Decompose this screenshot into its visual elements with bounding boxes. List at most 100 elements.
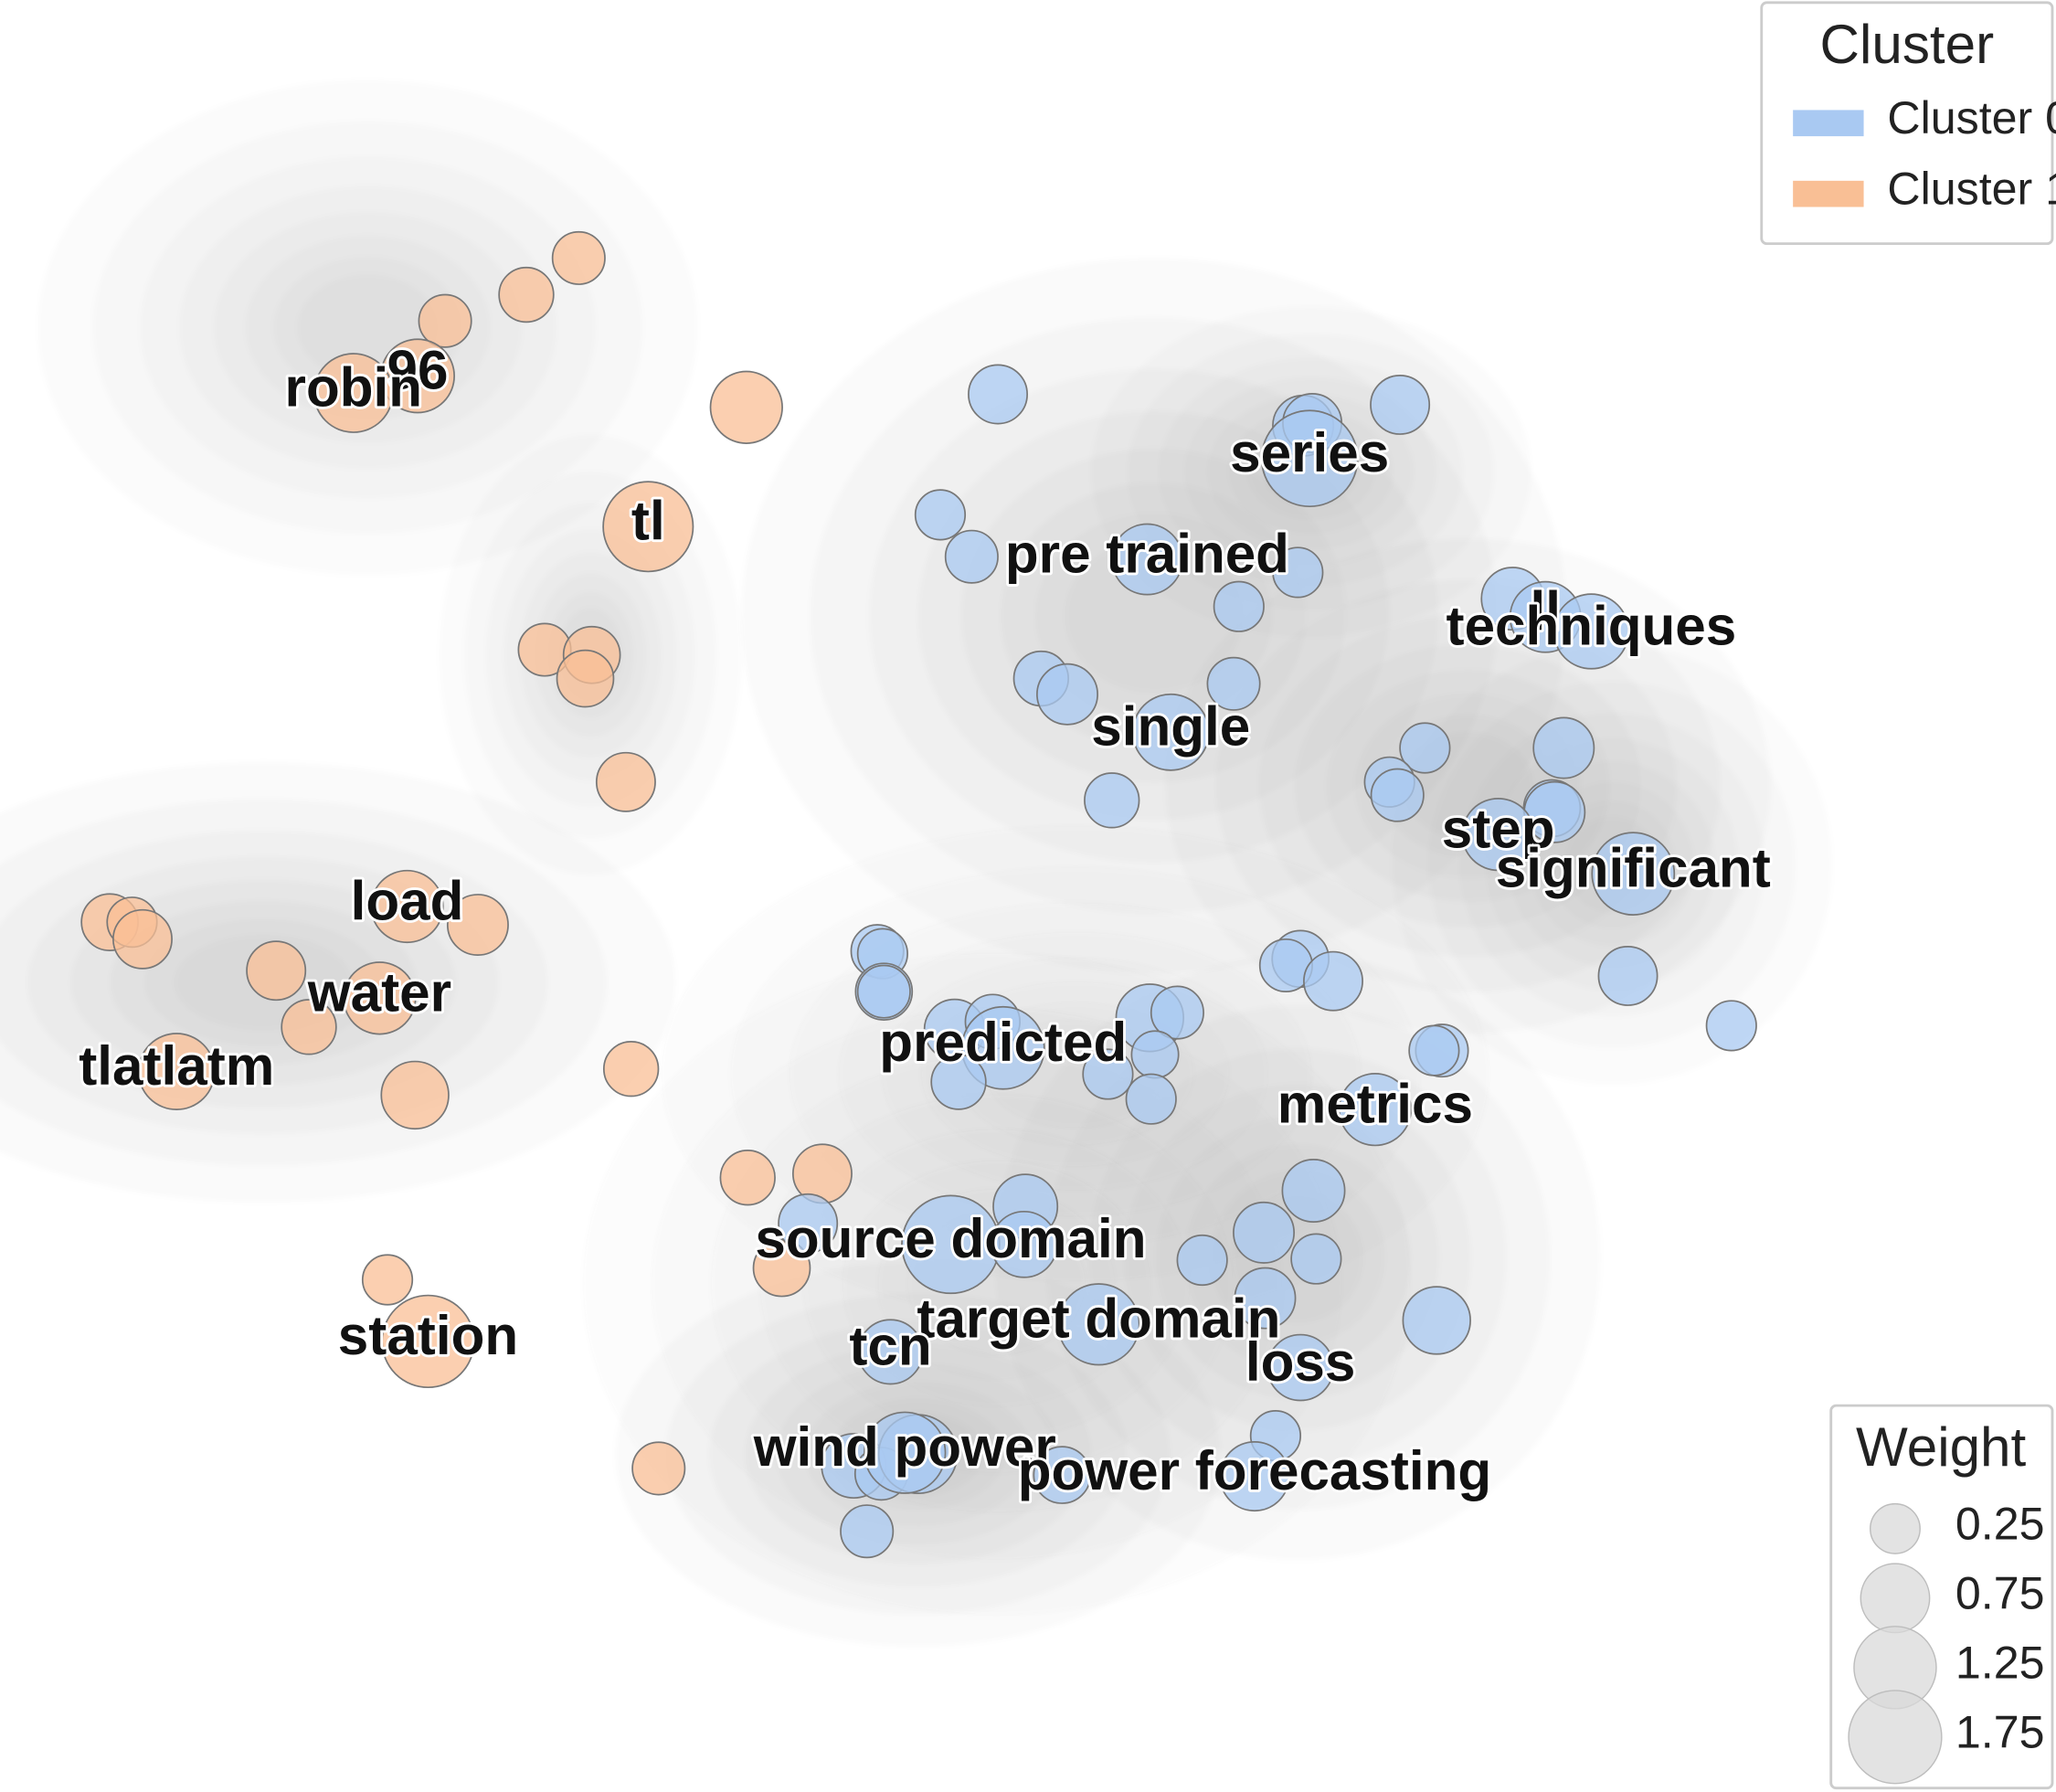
point-label: tcn — [849, 1316, 931, 1377]
point-cluster-1 — [343, 961, 417, 1035]
point-cluster-1 — [498, 266, 555, 323]
point-cluster-0 — [1705, 1000, 1757, 1052]
point-label: pre trained — [1005, 523, 1289, 584]
point-cluster-0 — [1399, 722, 1451, 774]
point-cluster-0 — [1303, 950, 1363, 1012]
point-cluster-1 — [551, 230, 606, 285]
point-cluster-0 — [1125, 1073, 1177, 1125]
cluster-0-label: Cluster 0 — [1887, 92, 2056, 143]
point-cluster-0 — [1234, 1267, 1297, 1330]
point-cluster-1 — [137, 1033, 216, 1111]
point-label: tl — [631, 491, 665, 552]
point-cluster-0 — [778, 1193, 839, 1254]
point-cluster-0 — [1260, 409, 1359, 508]
point-cluster-0 — [1036, 663, 1098, 726]
weight-legend: Weight 0.25 0.75 1.25 1.75 — [1829, 1404, 2054, 1790]
point-cluster-0 — [1272, 546, 1324, 599]
point-cluster-0 — [856, 964, 911, 1019]
point-cluster-0 — [1213, 580, 1265, 632]
point-cluster-0 — [1131, 693, 1210, 771]
point-cluster-1 — [380, 1060, 450, 1130]
point-label: series — [1230, 422, 1389, 483]
cluster-legend-title: Cluster — [1820, 14, 1995, 75]
point-label: water — [307, 962, 451, 1023]
point-cluster-1 — [595, 751, 656, 812]
weight-legend-circle — [1860, 1563, 1931, 1634]
cluster-0-swatch — [1793, 110, 1864, 137]
point-cluster-0 — [990, 1210, 1058, 1278]
point-cluster-0 — [1084, 772, 1140, 829]
point-label: single — [1091, 696, 1250, 758]
point-label: loss — [1245, 1331, 1355, 1393]
point-cluster-0 — [1461, 797, 1535, 872]
point-cluster-1 — [602, 1041, 660, 1097]
point-cluster-0 — [1233, 1201, 1295, 1264]
point-label: metrics — [1277, 1073, 1473, 1134]
weight-legend-label: 0.75 — [1955, 1567, 2045, 1618]
point-cluster-0 — [857, 1319, 924, 1385]
cluster-1-label: Cluster 1 — [1887, 164, 2056, 215]
point-cluster-0 — [1290, 1233, 1342, 1285]
point-label: ll — [1530, 581, 1560, 642]
point-label: power forecasting — [1018, 1440, 1491, 1501]
weight-legend-circle — [1870, 1502, 1921, 1554]
point-cluster-0 — [944, 529, 999, 584]
point-cluster-0 — [1057, 1283, 1140, 1366]
point-cluster-0 — [1370, 768, 1425, 822]
point-label: 96 — [387, 340, 449, 401]
point-cluster-0 — [864, 1411, 947, 1494]
point-cluster-0 — [1219, 1440, 1290, 1512]
point-cluster-0 — [1130, 1030, 1180, 1079]
cluster-legend: Cluster Cluster 0 Cluster 1 — [1760, 1, 2056, 246]
point-cluster-1 — [631, 1441, 686, 1496]
weight-legend-label: 1.75 — [1955, 1706, 2045, 1757]
point-cluster-0 — [840, 1504, 895, 1559]
point-cluster-1 — [709, 370, 783, 444]
point-cluster-1 — [111, 908, 173, 970]
point-cluster-0 — [968, 364, 1028, 425]
points-layer — [80, 230, 1757, 1559]
point-cluster-1 — [381, 1294, 475, 1389]
point-cluster-0 — [1338, 1073, 1413, 1147]
weight-legend-label: 1.25 — [1955, 1637, 2045, 1688]
point-label: techniques — [1447, 595, 1737, 656]
point-label: target domain — [917, 1288, 1280, 1350]
point-cluster-0 — [1176, 1234, 1228, 1287]
point-label: robin — [285, 356, 422, 418]
point-cluster-0 — [1206, 656, 1261, 711]
point-cluster-0 — [1150, 985, 1204, 1040]
weight-legend-title: Weight — [1856, 1416, 2027, 1478]
point-cluster-0 — [1532, 716, 1595, 779]
point-cluster-1 — [752, 1238, 811, 1298]
point-cluster-1 — [418, 293, 472, 348]
point-cluster-0 — [1402, 1286, 1471, 1355]
point-label: station — [338, 1305, 518, 1366]
point-label: load — [351, 870, 464, 931]
point-cluster-0 — [1553, 593, 1630, 670]
point-label: tlatlatm — [79, 1035, 274, 1097]
point-label: significant — [1496, 837, 1771, 898]
point-cluster-1 — [246, 940, 307, 1002]
point-cluster-0 — [1111, 523, 1183, 596]
point-cluster-0 — [1408, 1024, 1460, 1076]
cluster-1-swatch — [1793, 180, 1864, 207]
point-cluster-1 — [719, 1150, 776, 1206]
point-cluster-1 — [602, 481, 694, 573]
point-cluster-0 — [1082, 1048, 1134, 1100]
point-cluster-1 — [281, 999, 337, 1055]
point-cluster-1 — [446, 894, 509, 957]
weight-legend-label: 0.25 — [1955, 1498, 2045, 1549]
point-cluster-0 — [1597, 945, 1659, 1006]
point-label: wind power — [753, 1416, 1056, 1478]
weight-legend-circle — [1848, 1690, 1943, 1785]
point-label: predicted — [879, 1012, 1127, 1073]
point-cluster-0 — [1591, 832, 1676, 917]
point-label: source domain — [755, 1208, 1146, 1269]
point-cluster-1 — [313, 353, 394, 433]
point-cluster-0 — [914, 489, 967, 541]
point-cluster-0 — [930, 1054, 987, 1110]
point-cluster-0 — [1266, 1333, 1335, 1402]
point-cluster-1 — [370, 869, 444, 944]
